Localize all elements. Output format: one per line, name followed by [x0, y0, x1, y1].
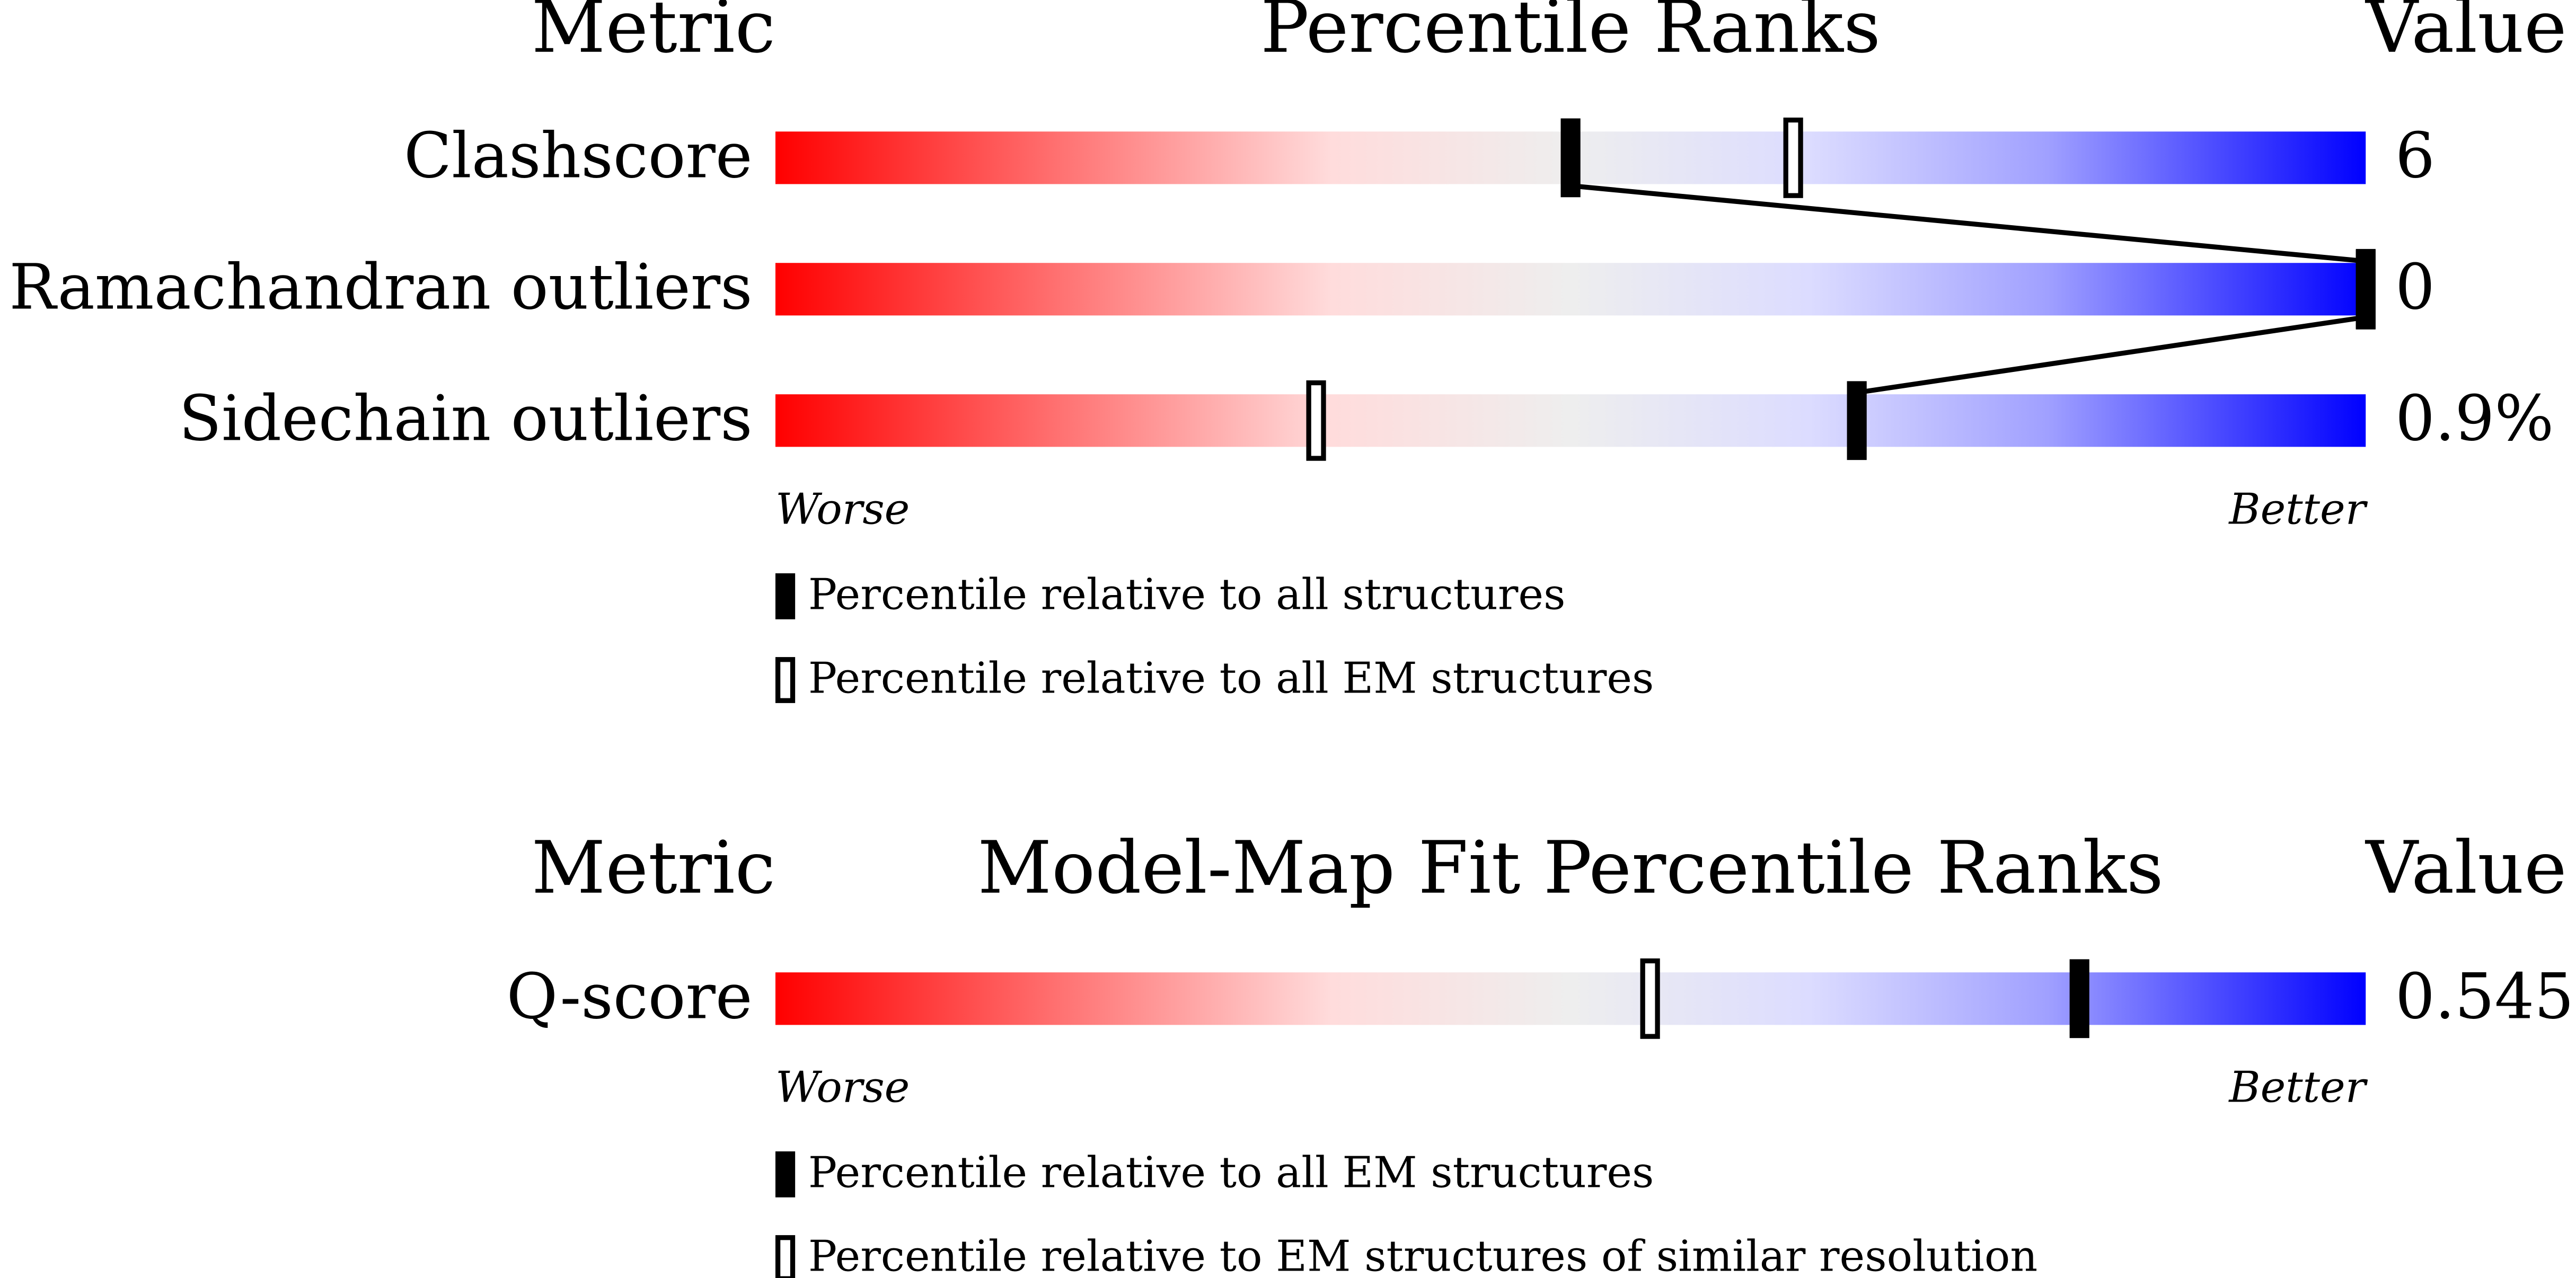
slider-bar — [775, 263, 2366, 316]
slider-bar — [775, 972, 2366, 1025]
legend-swatch-filled — [775, 573, 796, 619]
slider-bar — [775, 394, 2366, 447]
metric-label: Ramachandran outliers — [9, 251, 752, 324]
percentile-marker-hollow — [1306, 380, 1326, 461]
legend-swatch-filled — [775, 1151, 796, 1197]
connector-line — [1570, 183, 2366, 264]
percentile-marker-hollow — [1783, 117, 1803, 198]
value-header: Value — [2365, 0, 2566, 69]
metric-value: 6 — [2395, 120, 2435, 192]
legend-label: Percentile relative to all EM structures — [808, 1148, 1654, 1198]
metric-header: Metric — [532, 0, 775, 69]
metric-label: Sidechain outliers — [179, 383, 752, 455]
worse-label: Worse — [775, 1062, 910, 1112]
metric-label: Q-score — [507, 961, 753, 1033]
percentile-marker-filled — [2069, 959, 2089, 1039]
panel-title: Model-Map Fit Percentile Ranks — [977, 826, 2163, 910]
slider-panel: Metric Model-Map Fit Percentile Ranks Valu… — [507, 826, 2574, 1278]
metric-value: 0.9% — [2395, 383, 2554, 455]
metric-value: 0.545 — [2395, 961, 2574, 1033]
metric-label: Clashscore — [404, 120, 753, 192]
connector-line — [1856, 314, 2366, 395]
metric-value: 0 — [2395, 251, 2435, 324]
worse-label: Worse — [775, 484, 910, 534]
legend-label: Percentile relative to EM structures of … — [808, 1232, 2037, 1278]
legend-label: Percentile relative to all structures — [808, 570, 1566, 620]
panel-title: Percentile Ranks — [1260, 0, 1881, 69]
metric-header: Metric — [532, 826, 775, 910]
legend-swatch-hollow — [775, 657, 796, 703]
better-label: Better — [2228, 484, 2368, 534]
percentile-marker-filled — [1847, 381, 1867, 460]
slider-panel: Metric Percentile Ranks Value Clashscore 6 Ra… — [9, 0, 2566, 704]
percentile-marker-hollow — [1640, 958, 1660, 1039]
better-label: Better — [2228, 1062, 2368, 1112]
legend-label: Percentile relative to all EM structures — [808, 654, 1654, 704]
value-header: Value — [2365, 826, 2566, 910]
legend-swatch-hollow — [775, 1235, 796, 1278]
